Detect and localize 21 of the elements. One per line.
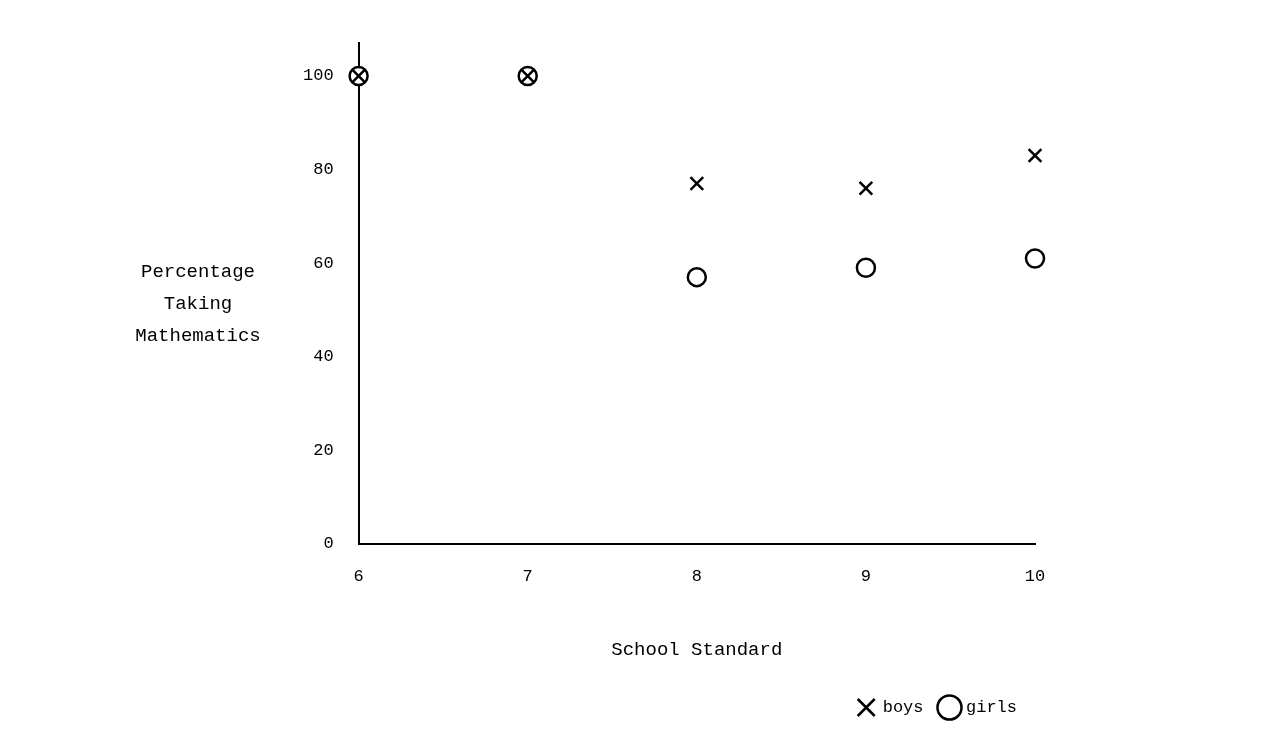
point xyxy=(686,266,708,288)
legend-label: girls xyxy=(965,698,1018,717)
y-tick-label: 100 xyxy=(303,66,334,86)
x-tick-label: 7 xyxy=(522,566,533,586)
x-axis-title: School Standard xyxy=(611,638,783,661)
y-tick-label: 40 xyxy=(313,347,334,367)
y-tick-label: 60 xyxy=(313,253,334,273)
x-tick-label: 9 xyxy=(860,566,871,586)
x-tick-label: 8 xyxy=(691,566,702,586)
point xyxy=(1027,147,1043,164)
y-tick-label: 0 xyxy=(323,534,334,554)
x-tick-label: 6 xyxy=(353,566,364,586)
point xyxy=(1024,248,1046,269)
y-tick-label: 20 xyxy=(313,440,334,460)
legend-label: boys xyxy=(882,698,924,717)
point xyxy=(855,257,877,279)
x-tick-label: 10 xyxy=(1024,566,1046,586)
y-axis-title: Percentage Taking Mathematics xyxy=(135,260,261,347)
point xyxy=(858,180,874,196)
point xyxy=(689,175,705,192)
y-tick-label: 80 xyxy=(313,160,334,180)
